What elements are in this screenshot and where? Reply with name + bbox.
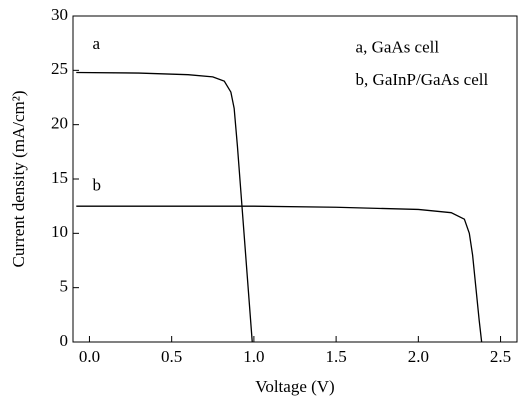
y-axis-label: Current density (mA/cm²)	[9, 91, 28, 268]
x-axis-label: Voltage (V)	[255, 377, 334, 396]
series-line	[76, 205, 483, 343]
y-tick-label: 10	[51, 222, 68, 241]
annotation: a, GaAs cell	[356, 38, 440, 57]
y-tick-label: 30	[51, 5, 68, 24]
x-tick-label: 1.5	[325, 347, 346, 366]
series-line	[76, 71, 253, 343]
x-tick-label: 0.0	[79, 347, 100, 366]
x-tick-label: 2.0	[408, 347, 429, 366]
annotation: b	[92, 176, 101, 195]
y-tick-label: 15	[51, 168, 68, 187]
y-tick-label: 5	[60, 277, 69, 296]
x-tick-label: 1.0	[243, 347, 264, 366]
x-tick-label: 0.5	[161, 347, 182, 366]
y-tick-label: 25	[51, 59, 68, 78]
x-tick-label: 2.5	[490, 347, 511, 366]
annotation: b, GaInP/GaAs cell	[356, 70, 489, 89]
y-tick-label: 0	[60, 331, 69, 350]
annotation: a	[92, 34, 100, 53]
y-tick-label: 20	[51, 114, 68, 133]
plot-frame	[72, 15, 518, 343]
